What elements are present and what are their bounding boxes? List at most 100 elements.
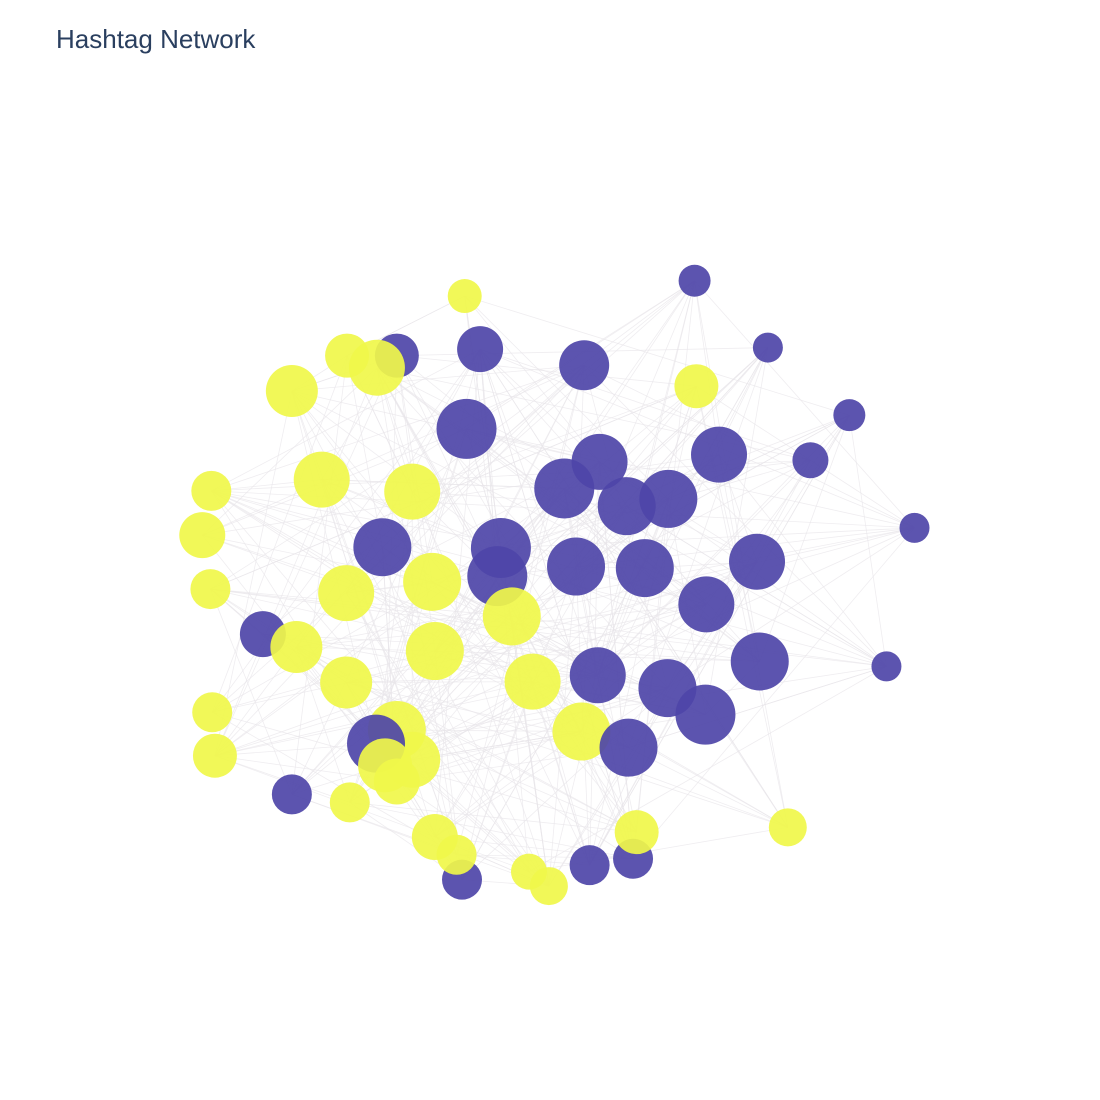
network-node[interactable] xyxy=(348,339,405,396)
network-node[interactable] xyxy=(293,451,350,508)
network-edge xyxy=(349,801,637,833)
network-node[interactable] xyxy=(192,733,237,778)
network-edge xyxy=(211,348,481,492)
network-node[interactable] xyxy=(447,279,482,314)
network-node[interactable] xyxy=(833,399,866,432)
network-node[interactable] xyxy=(678,264,711,297)
network-node[interactable] xyxy=(482,587,541,646)
network-edge xyxy=(696,385,811,461)
network-node[interactable] xyxy=(597,477,656,536)
network-edge xyxy=(291,355,348,795)
network-node[interactable] xyxy=(373,758,420,805)
network-edge xyxy=(384,385,697,766)
network-node[interactable] xyxy=(384,463,441,520)
network-node[interactable] xyxy=(179,512,226,559)
network-edge xyxy=(375,665,887,745)
network-edge xyxy=(214,461,600,757)
node-layer xyxy=(179,264,930,906)
network-node[interactable] xyxy=(353,518,412,577)
network-edge xyxy=(589,414,850,866)
network-edge xyxy=(214,603,707,757)
network-edge xyxy=(810,459,915,529)
network-node[interactable] xyxy=(691,426,748,483)
network-edge xyxy=(718,454,887,667)
network-node[interactable] xyxy=(792,442,829,479)
network-node[interactable] xyxy=(569,845,610,886)
network-edge xyxy=(479,349,634,859)
network-node[interactable] xyxy=(752,332,783,363)
network-node[interactable] xyxy=(552,702,611,761)
network-edge xyxy=(511,616,887,667)
network-node[interactable] xyxy=(534,458,595,519)
network-edge xyxy=(583,364,915,529)
network-edge xyxy=(597,561,758,676)
network-node[interactable] xyxy=(547,537,606,596)
network-edge xyxy=(756,414,850,562)
network-edge xyxy=(434,687,668,838)
network-node[interactable] xyxy=(329,782,370,823)
network-edge xyxy=(479,348,811,461)
network-node[interactable] xyxy=(678,576,735,633)
network-node[interactable] xyxy=(320,656,373,709)
network-edge xyxy=(296,646,788,828)
network-node[interactable] xyxy=(403,552,462,611)
network-edge xyxy=(321,479,565,489)
network-node[interactable] xyxy=(675,684,736,745)
network-edge xyxy=(346,355,590,866)
network-edge xyxy=(575,414,850,567)
network-node[interactable] xyxy=(559,340,610,391)
network-edge xyxy=(848,415,887,667)
network-edge xyxy=(706,414,850,605)
network-edge xyxy=(376,367,550,887)
network-edge xyxy=(464,295,850,416)
network-node[interactable] xyxy=(318,565,375,622)
network-node[interactable] xyxy=(569,647,626,704)
network-node[interactable] xyxy=(674,364,719,409)
network-node[interactable] xyxy=(729,533,786,590)
network-edge xyxy=(668,414,850,500)
network-node[interactable] xyxy=(614,810,659,855)
network-node[interactable] xyxy=(191,470,232,511)
network-edge xyxy=(214,367,378,756)
network-node[interactable] xyxy=(192,692,233,733)
network-edge xyxy=(434,681,533,838)
network-edge xyxy=(759,415,850,662)
network-edge xyxy=(291,390,645,569)
network-node[interactable] xyxy=(436,398,497,459)
network-edge xyxy=(411,280,695,492)
network-edge xyxy=(214,755,530,872)
network-edge xyxy=(210,588,293,795)
network-edge xyxy=(262,633,706,716)
network-edge xyxy=(667,527,915,689)
network-edge xyxy=(211,364,585,492)
network-edge xyxy=(628,665,887,749)
network-node[interactable] xyxy=(504,653,561,710)
network-edge xyxy=(464,295,600,463)
network-edge xyxy=(211,490,550,887)
network-node[interactable] xyxy=(529,867,568,906)
network-node[interactable] xyxy=(190,569,231,610)
network-node[interactable] xyxy=(599,718,658,777)
network-edge xyxy=(201,367,378,536)
network-edge xyxy=(434,385,697,652)
network-edge xyxy=(291,364,585,392)
network-node[interactable] xyxy=(615,539,674,598)
network-node[interactable] xyxy=(271,774,312,815)
network-node[interactable] xyxy=(270,621,323,674)
network-node[interactable] xyxy=(405,622,464,681)
network-edge xyxy=(214,355,398,756)
network-edge xyxy=(345,592,530,872)
network-node[interactable] xyxy=(265,365,318,418)
network-edge xyxy=(589,386,697,866)
network-edge xyxy=(210,385,697,590)
network-node[interactable] xyxy=(730,632,789,691)
network-edge xyxy=(211,490,629,748)
network-node[interactable] xyxy=(899,512,930,543)
network-edge xyxy=(511,527,915,617)
network-node[interactable] xyxy=(768,808,807,847)
network-node[interactable] xyxy=(871,651,902,682)
network-node[interactable] xyxy=(457,326,504,373)
network-node[interactable] xyxy=(436,834,477,875)
network-edge xyxy=(632,527,915,859)
